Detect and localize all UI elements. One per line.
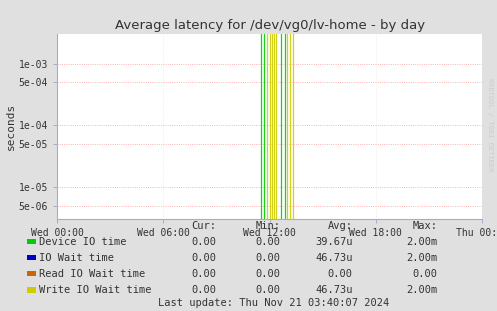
Text: 2.00m: 2.00m xyxy=(406,253,437,263)
Text: 0.00: 0.00 xyxy=(256,269,281,279)
Text: Last update: Thu Nov 21 03:40:07 2024: Last update: Thu Nov 21 03:40:07 2024 xyxy=(158,298,389,308)
Text: 2.00m: 2.00m xyxy=(406,285,437,295)
Text: Write IO Wait time: Write IO Wait time xyxy=(39,285,151,295)
Text: IO Wait time: IO Wait time xyxy=(39,253,114,263)
Text: Device IO time: Device IO time xyxy=(39,237,126,247)
Text: 0.00: 0.00 xyxy=(328,269,353,279)
Text: 0.00: 0.00 xyxy=(413,269,437,279)
Text: Read IO Wait time: Read IO Wait time xyxy=(39,269,145,279)
Text: 0.00: 0.00 xyxy=(256,237,281,247)
Y-axis label: seconds: seconds xyxy=(6,103,16,150)
Title: Average latency for /dev/vg0/lv-home - by day: Average latency for /dev/vg0/lv-home - b… xyxy=(115,19,424,32)
Text: 0.00: 0.00 xyxy=(191,285,216,295)
Text: 0.00: 0.00 xyxy=(191,253,216,263)
Text: Max:: Max: xyxy=(413,220,437,230)
Text: 46.73u: 46.73u xyxy=(316,253,353,263)
Text: 46.73u: 46.73u xyxy=(316,285,353,295)
Text: Min:: Min: xyxy=(256,220,281,230)
Text: 0.00: 0.00 xyxy=(191,237,216,247)
Text: 0.00: 0.00 xyxy=(256,285,281,295)
Text: 0.00: 0.00 xyxy=(191,269,216,279)
Text: Cur:: Cur: xyxy=(191,220,216,230)
Text: Avg:: Avg: xyxy=(328,220,353,230)
Text: 2.00m: 2.00m xyxy=(406,237,437,247)
Text: 0.00: 0.00 xyxy=(256,253,281,263)
Text: RRDTOOL / TOBI OETIKER: RRDTOOL / TOBI OETIKER xyxy=(487,78,493,171)
Text: 39.67u: 39.67u xyxy=(316,237,353,247)
